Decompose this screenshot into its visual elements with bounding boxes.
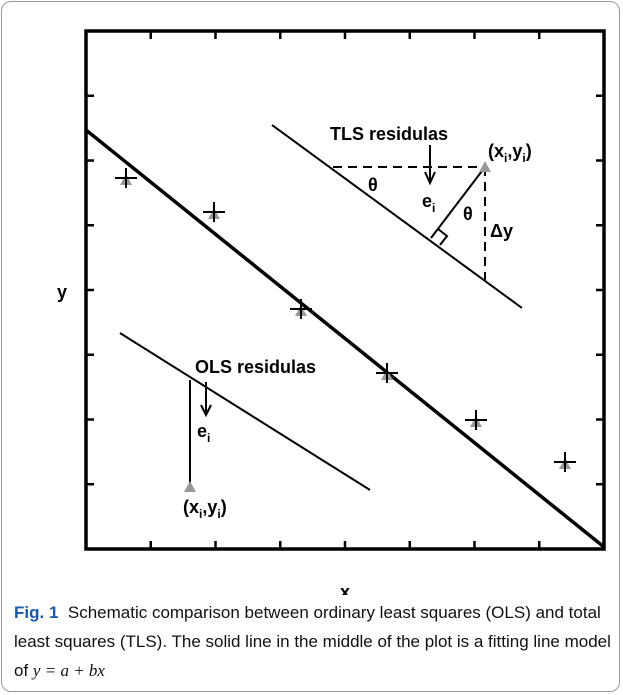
text: ) (526, 141, 532, 161)
subscript: i (522, 151, 525, 165)
tls-title: TLS residulas (330, 124, 448, 144)
point-marker (479, 161, 491, 172)
lines (84, 124, 606, 549)
theta: θ (368, 175, 378, 195)
ols-residual: ei (197, 421, 210, 445)
point-marker (184, 481, 196, 492)
ols-title: OLS residulas (195, 357, 316, 377)
lower-line (119, 332, 371, 491)
ols-point-label: (xi,yi) (183, 497, 227, 521)
text: (x (183, 497, 199, 517)
y-axis-label: y (57, 282, 67, 302)
text: e (197, 421, 207, 441)
subscript: i (432, 201, 435, 215)
theta: θ (463, 204, 473, 224)
delta-y: Δy (490, 221, 513, 241)
fit-line (84, 128, 606, 549)
text: ,y (507, 141, 522, 161)
upper-line (271, 124, 523, 309)
tls-point-label: (xi,yi) (488, 141, 532, 165)
subscript: i (207, 431, 210, 445)
subscript: i (217, 507, 220, 521)
tls-residual: ei (422, 191, 435, 215)
caption-formula: y = a + bx (32, 661, 105, 680)
text: e (422, 191, 432, 211)
ticks (86, 31, 604, 549)
diagram: y x TLS residulas (xi,yi) θ θ ei Δy OLS … (57, 29, 606, 595)
text: ) (221, 497, 227, 517)
tls-perpendicular (430, 166, 486, 239)
caption-text: Schematic comparison between ordinary le… (14, 603, 611, 680)
cross (115, 168, 137, 188)
ols-arrow-head (200, 404, 212, 418)
tls-arrow-head (424, 171, 436, 186)
plot-frame (84, 29, 606, 551)
cross (290, 299, 312, 319)
text: ,y (202, 497, 217, 517)
points (115, 161, 576, 492)
cross (376, 363, 398, 383)
cross (554, 452, 576, 472)
subscript: i (199, 507, 202, 521)
x-axis-label: x (340, 582, 350, 595)
text: (x (488, 141, 504, 161)
cross (465, 410, 487, 430)
subscript: i (504, 151, 507, 165)
cross (203, 202, 225, 222)
right-angle (437, 228, 449, 246)
caption: Fig. 1 Schematic comparison between ordi… (14, 598, 614, 685)
caption-label: Fig. 1 (14, 603, 59, 622)
